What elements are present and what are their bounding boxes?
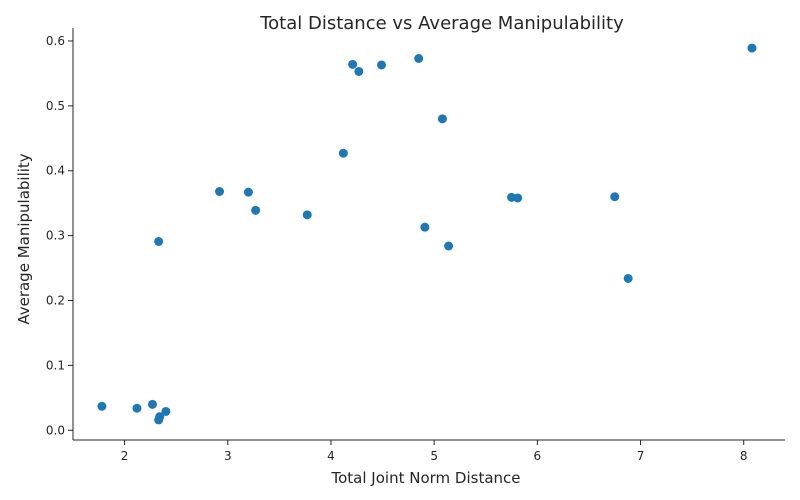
y-axis-label: Average Manipulability bbox=[15, 153, 33, 324]
y-tick-label: 0.5 bbox=[46, 99, 65, 113]
data-points bbox=[97, 43, 757, 425]
data-point bbox=[251, 205, 261, 215]
data-point bbox=[414, 53, 424, 63]
y-ticks: 0.0 0.1 0.2 0.3 0.4 0.5 0.6 bbox=[46, 34, 73, 437]
x-tick-label: 8 bbox=[740, 449, 748, 463]
chart-title: Total Distance vs Average Manipulability bbox=[259, 13, 624, 34]
data-point bbox=[215, 187, 225, 197]
data-point bbox=[747, 43, 757, 53]
x-tick-label: 5 bbox=[430, 449, 438, 463]
data-point bbox=[623, 273, 633, 283]
data-point bbox=[154, 236, 164, 246]
data-point bbox=[161, 406, 171, 416]
x-tick-label: 7 bbox=[637, 449, 645, 463]
x-axis-label: Total Joint Norm Distance bbox=[331, 469, 521, 487]
data-point bbox=[437, 114, 447, 124]
data-point bbox=[132, 403, 142, 413]
data-point bbox=[348, 59, 358, 69]
data-point bbox=[154, 415, 164, 425]
data-point bbox=[444, 241, 454, 251]
y-tick-label: 0.6 bbox=[46, 34, 65, 48]
x-tick-label: 3 bbox=[224, 449, 232, 463]
data-point bbox=[610, 192, 620, 202]
y-tick-label: 0.0 bbox=[46, 423, 65, 437]
data-point bbox=[377, 60, 387, 70]
y-tick-label: 0.4 bbox=[46, 164, 65, 178]
data-point bbox=[97, 401, 107, 411]
x-tick-label: 6 bbox=[534, 449, 542, 463]
y-tick-label: 0.1 bbox=[46, 358, 65, 372]
data-point bbox=[302, 210, 312, 220]
y-tick-label: 0.3 bbox=[46, 229, 65, 243]
x-tick-label: 2 bbox=[121, 449, 129, 463]
data-point bbox=[513, 193, 523, 203]
data-point bbox=[420, 222, 430, 232]
x-tick-label: 4 bbox=[327, 449, 335, 463]
data-point bbox=[147, 399, 157, 409]
data-point bbox=[338, 148, 348, 158]
x-ticks: 2 3 4 5 6 7 8 bbox=[121, 440, 748, 463]
plot-area: 2 3 4 5 6 7 8 0.0 0.1 0.2 0.3 0.4 0.5 0.6 bbox=[46, 28, 785, 463]
data-point bbox=[354, 66, 364, 76]
data-point bbox=[243, 187, 253, 197]
y-tick-label: 0.2 bbox=[46, 294, 65, 308]
